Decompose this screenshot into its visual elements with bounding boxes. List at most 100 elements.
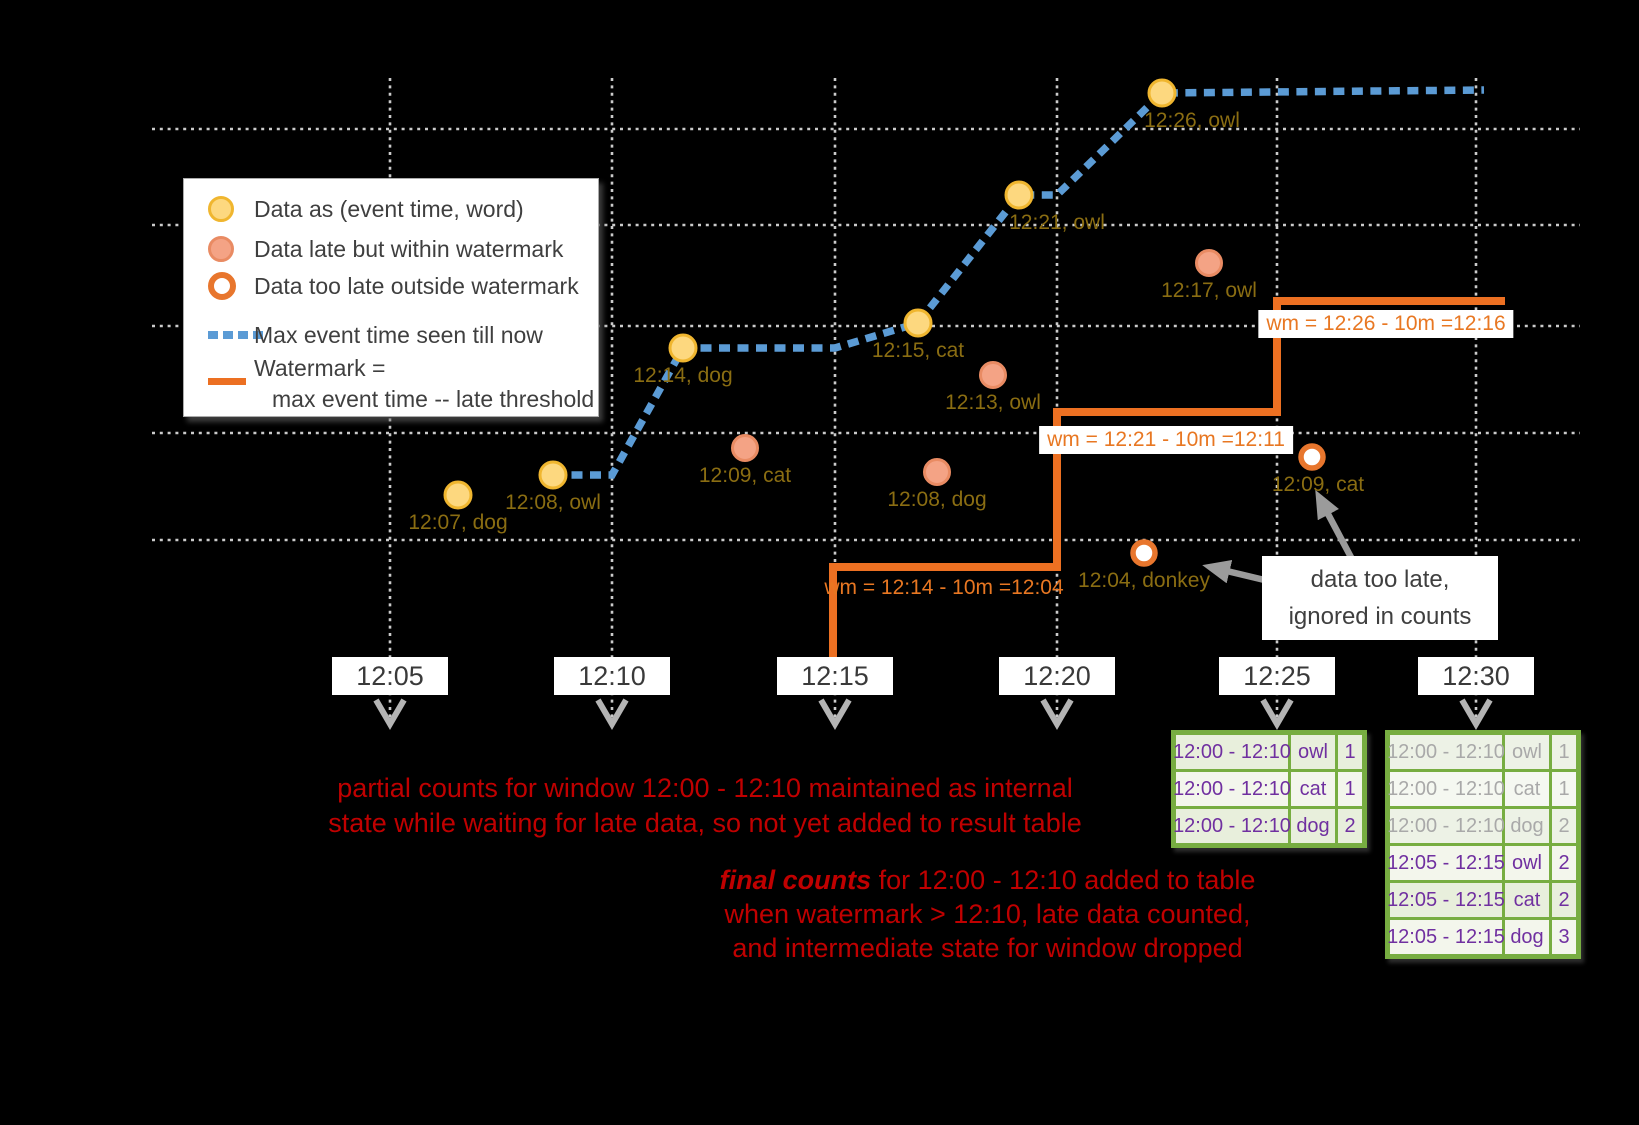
- annotation-line: partial counts for window 12:00 - 12:10 …: [337, 773, 1073, 803]
- axis-arrow-icon-12:05: [373, 698, 407, 730]
- table-cell-word: owl: [1505, 735, 1549, 769]
- point-1207-dog: [443, 480, 473, 510]
- point-1215-cat: [903, 308, 933, 338]
- result-table-0: 12:00 - 12:10 owl 1 12:00 - 12:10 cat 1 12:00 …: [1171, 730, 1367, 848]
- too-late-pointer-arrow-0: [1315, 489, 1356, 563]
- table-cell-window: 12:05 - 12:15: [1387, 846, 1505, 880]
- table-cell-window: 12:00 - 12:10: [1387, 809, 1505, 843]
- point-1209-cat: [1298, 443, 1326, 471]
- legend-label: Data as (event time, word): [254, 195, 524, 222]
- legend: Data as (event time, word) Data late but…: [183, 178, 599, 417]
- watermark-label-1: wm = 12:21 - 10m =12:11: [1039, 426, 1293, 454]
- table-row: 12:00 - 12:10 owl 1: [1173, 735, 1362, 769]
- point-label-1221-owl: 12:21, owl: [1009, 211, 1105, 234]
- axis-tick-12:25: 12:25: [1219, 657, 1335, 695]
- table-cell-count: 2: [1552, 809, 1576, 843]
- legend-label: Data too late outside watermark: [254, 272, 579, 299]
- point-label-1214-dog: 12:14, dog: [633, 364, 733, 387]
- table-row: 12:00 - 12:10 dog 2: [1173, 809, 1362, 843]
- max-event-time-line: [553, 86, 1485, 479]
- point-1208-owl: [538, 460, 568, 490]
- point-label-1209-cat: 12:09, cat: [1271, 473, 1365, 496]
- point-1204-donkey: [1130, 539, 1158, 567]
- annotation-line: and intermediate state for window droppe…: [732, 933, 1243, 963]
- annotation-line: state while waiting for late data, so no…: [328, 808, 1082, 838]
- partial-counts-annotation: partial counts for window 12:00 - 12:10 …: [290, 771, 1120, 841]
- watermark-line: [829, 297, 1505, 658]
- too-late-note: data too late, ignored in counts: [1262, 556, 1498, 640]
- table-cell-count: 1: [1552, 772, 1576, 806]
- point-label-1213-owl: 12:13, owl: [945, 391, 1041, 414]
- table-cell-count: 2: [1338, 809, 1362, 843]
- point-1226-owl: [1147, 78, 1177, 108]
- blue-dashed-line-icon: [208, 331, 263, 339]
- result-table-1: 12:00 - 12:10 owl 1 12:00 - 12:10 cat 1 12:00 …: [1385, 730, 1581, 959]
- table-row: 12:05 - 12:15 cat 2: [1387, 883, 1576, 917]
- table-cell-word: owl: [1291, 735, 1335, 769]
- table-row: 12:00 - 12:10 cat 1: [1387, 772, 1576, 806]
- point-label-1207-dog: 12:07, dog: [408, 511, 508, 534]
- axis-arrow-icon-12:20: [1040, 698, 1074, 730]
- table-cell-window: 12:05 - 12:15: [1387, 883, 1505, 917]
- point-label-1226-owl: 12:26, owl: [1144, 109, 1240, 132]
- table-cell-count: 3: [1552, 920, 1576, 954]
- point-label-1215-cat: 12:15, cat: [871, 339, 965, 362]
- watermark-label-0: wm = 12:14 - 10m =12:04: [824, 576, 1064, 599]
- table-cell-window: 12:00 - 12:10: [1387, 735, 1505, 769]
- axis-tick-12:15: 12:15: [777, 657, 893, 695]
- legend-label: Data late but within watermark: [254, 235, 564, 262]
- point-label-1208-owl: 12:08, owl: [505, 491, 601, 514]
- table-cell-word: cat: [1505, 772, 1549, 806]
- note-line: data too late,: [1310, 566, 1450, 593]
- table-cell-count: 2: [1552, 883, 1576, 917]
- table-cell-window: 12:00 - 12:10: [1173, 772, 1291, 806]
- point-1221-owl: [1004, 180, 1034, 210]
- point-label-1217-owl: 12:17, owl: [1161, 279, 1257, 302]
- table-cell-word: dog: [1505, 920, 1549, 954]
- axis-tick-12:20: 12:20: [999, 657, 1115, 695]
- table-cell-word: dog: [1291, 809, 1335, 843]
- table-row: 12:05 - 12:15 owl 2: [1387, 846, 1576, 880]
- axis-arrow-icon-12:15: [818, 698, 852, 730]
- table-cell-count: 2: [1552, 846, 1576, 880]
- legend-item-watermark: Watermark =: [208, 352, 385, 384]
- ontime-point-icon: [208, 196, 254, 222]
- table-cell-window: 12:00 - 12:10: [1173, 735, 1291, 769]
- legend-item-toolate: Data too late outside watermark: [208, 270, 579, 302]
- legend-item-late: Data late but within watermark: [208, 233, 563, 265]
- final-counts-annotation: final counts for 12:00 - 12:10 added to …: [660, 863, 1315, 965]
- table-cell-word: cat: [1291, 772, 1335, 806]
- table-row: 12:00 - 12:10 owl 1: [1387, 735, 1576, 769]
- point-1217-owl: [1195, 249, 1223, 277]
- table-row: 12:00 - 12:10 dog 2: [1387, 809, 1576, 843]
- table-cell-count: 1: [1338, 735, 1362, 769]
- axis-arrow-icon-12:30: [1459, 698, 1493, 730]
- axis-tick-12:05: 12:05: [332, 657, 448, 695]
- table-cell-window: 12:00 - 12:10: [1173, 809, 1291, 843]
- legend-item-watermark-formula: max event time -- late threshold: [272, 383, 594, 415]
- table-cell-window: 12:00 - 12:10: [1387, 772, 1505, 806]
- table-cell-word: dog: [1505, 809, 1549, 843]
- point-label-1208-dog: 12:08, dog: [887, 488, 987, 511]
- legend-label: max event time -- late threshold: [272, 385, 595, 412]
- axis-arrow-icon-12:10: [595, 698, 629, 730]
- legend-label: Max event time seen till now: [254, 321, 543, 348]
- point-1214-dog: [668, 333, 698, 363]
- axis-tick-12:30: 12:30: [1418, 657, 1534, 695]
- point-1213-owl: [979, 361, 1007, 389]
- note-line: ignored in counts: [1288, 603, 1472, 630]
- watermark-label-2: wm = 12:26 - 10m =12:16: [1258, 310, 1514, 338]
- orange-line-icon: [208, 378, 246, 385]
- axis-arrow-icon-12:25: [1260, 698, 1294, 730]
- toolate-point-icon: [208, 272, 254, 300]
- table-cell-word: cat: [1505, 883, 1549, 917]
- late-point-icon: [208, 236, 254, 262]
- table-cell-word: owl: [1505, 846, 1549, 880]
- table-cell-count: 1: [1338, 772, 1362, 806]
- table-row: 12:05 - 12:15 dog 3: [1387, 920, 1576, 954]
- axis-tick-12:10: 12:10: [554, 657, 670, 695]
- annotation-line: when watermark > 12:10, late data counte…: [724, 899, 1251, 929]
- legend-item-ontime: Data as (event time, word): [208, 193, 524, 225]
- table-cell-count: 1: [1552, 735, 1576, 769]
